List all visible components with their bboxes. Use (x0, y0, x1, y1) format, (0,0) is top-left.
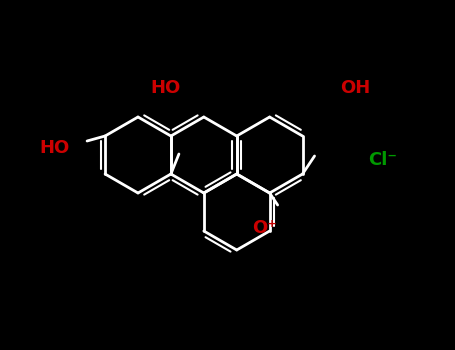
Text: Cl⁻: Cl⁻ (368, 151, 397, 169)
Text: HO: HO (150, 79, 180, 97)
Text: OH: OH (340, 79, 370, 97)
Text: HO: HO (40, 139, 70, 157)
Text: O⁺: O⁺ (252, 219, 277, 237)
